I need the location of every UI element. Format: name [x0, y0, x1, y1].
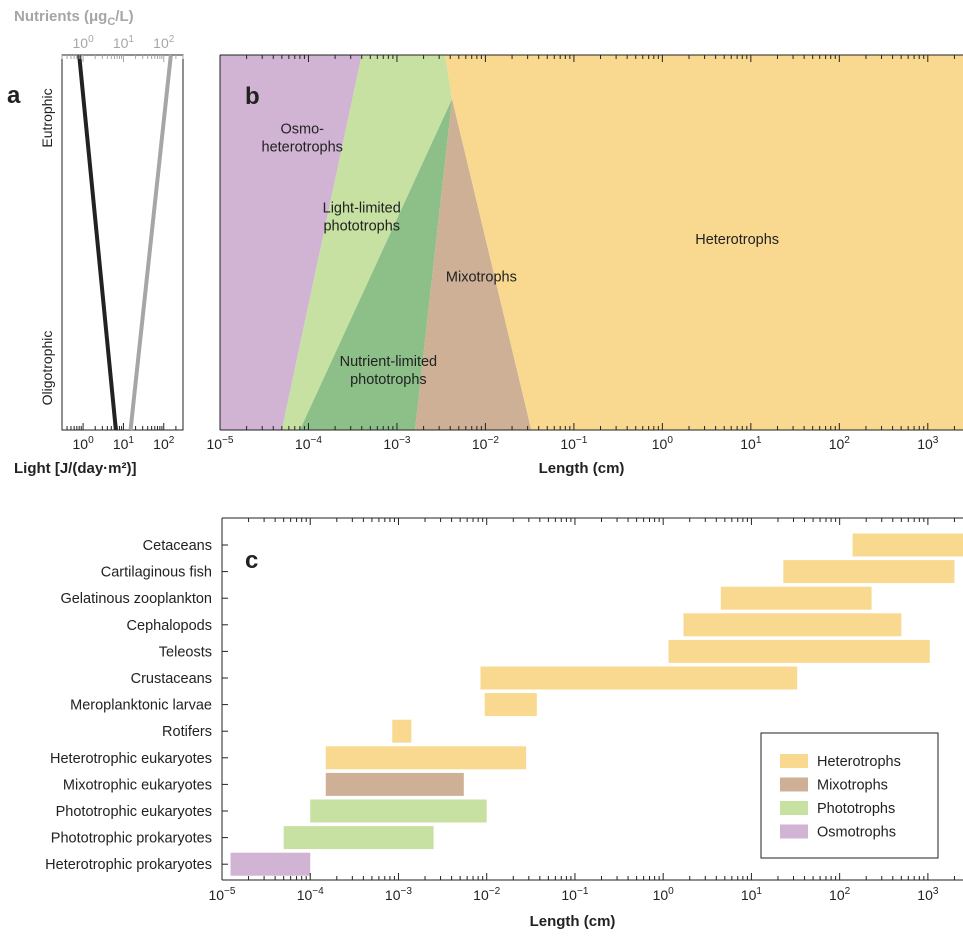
tick-label: 101 [113, 34, 135, 51]
tick-label: 10−1 [561, 886, 588, 903]
tick-label: 10−2 [473, 886, 500, 903]
tick-label: 101 [741, 886, 763, 903]
category-label: Rotifers [162, 724, 212, 740]
region-osmotrophs [220, 55, 362, 430]
tick-label: 101 [113, 435, 135, 452]
range-bar [325, 746, 527, 770]
region-light-limited-phototrophs [281, 55, 453, 430]
range-bar [783, 560, 955, 584]
panel-a: 100 101 102 100 101 102 Nutrients (μgC/L) Light… [7, 8, 184, 477]
legend-swatch [780, 824, 808, 839]
tick-label: 102 [829, 435, 851, 452]
y-category-label: Oligotrophic [39, 331, 55, 406]
category-label: Heterotrophic prokaryotes [45, 857, 212, 873]
category-label: Cetaceans [143, 538, 212, 554]
range-bar [325, 772, 464, 796]
range-bar [683, 613, 902, 637]
tick-label: 10−4 [295, 435, 322, 452]
range-bar [392, 719, 412, 743]
tick-label: 103 [917, 886, 939, 903]
legend: Heterotrophs Mixotrophs Phototrophs Osmotro… [760, 732, 939, 859]
tick-label: 103 [917, 435, 939, 452]
legend-label: Phototrophs [817, 801, 895, 817]
range-bar [283, 826, 434, 850]
tick-label: 100 [652, 435, 674, 452]
tick-label: 10−1 [560, 435, 587, 452]
tick-label: 102 [829, 886, 851, 903]
region-label-light: Light-limited [323, 200, 401, 216]
legend-label: Heterotrophs [817, 754, 901, 770]
range-bar [720, 586, 872, 610]
category-label: Teleosts [159, 644, 212, 660]
legend-swatch [780, 754, 808, 768]
region-label-nutrient: phototrophs [350, 372, 427, 388]
category-label: Cartilaginous fish [101, 565, 212, 581]
category-label: Gelatinous zooplankton [60, 591, 212, 607]
y-category-label: Eutrophic [39, 88, 55, 147]
tick-label: 10−2 [472, 435, 499, 452]
tick-label: 102 [153, 34, 175, 51]
category-label: Phototrophic eukaryotes [56, 804, 212, 820]
category-label: Heterotrophic eukaryotes [50, 751, 212, 767]
legend-swatch [780, 801, 808, 815]
light-line [77, 54, 118, 431]
legend-label: Mixotrophs [817, 778, 888, 794]
tick-label: 100 [72, 435, 94, 452]
category-label: Crustaceans [131, 671, 212, 687]
legend-label: Osmotrophs [817, 825, 896, 841]
tick-label: 10−3 [383, 435, 410, 452]
tick-label: 100 [72, 34, 94, 51]
region-heterotrophs [445, 55, 963, 430]
region-label-osmotrophs: Osmo- [280, 122, 324, 138]
tick-label: 10−5 [206, 435, 233, 452]
tick-label: 10−4 [297, 886, 324, 903]
region-label-nutrient: Nutrient-limited [340, 354, 438, 370]
category-label: Phototrophic prokaryotes [51, 831, 212, 847]
region-nutrient-limited-phototrophs [299, 99, 453, 430]
panel-label: a [7, 82, 21, 109]
panel-label: c [245, 547, 258, 574]
range-bar [668, 639, 930, 663]
range-bar [484, 693, 537, 717]
tick-label: 10−5 [208, 886, 235, 903]
legend-swatch [780, 777, 808, 792]
x-axis-label: Light [J/(day·m²)] [14, 460, 136, 477]
plot-frame [61, 54, 184, 431]
range-bar [310, 799, 487, 823]
region-mixotrophs [415, 99, 532, 430]
top-axis-label: Nutrients (μgC/L) [14, 8, 134, 28]
panel-c: Cetaceans Cartilaginous fish Gelatinous zo… [45, 517, 963, 930]
x-axis-label: Length (cm) [530, 913, 616, 930]
range-bar [852, 533, 963, 557]
region-label-light: phototrophs [323, 218, 400, 234]
nutrient-line [128, 54, 173, 431]
range-bar [480, 666, 798, 690]
category-label: Cephalopods [127, 618, 212, 634]
region-label-mixotrophs: Mixotrophs [446, 269, 517, 285]
tick-label: 10−3 [385, 886, 412, 903]
panel-label: b [245, 83, 260, 110]
range-bar [230, 852, 311, 876]
category-label: Meroplanktonic larvae [70, 698, 212, 714]
region-label-heterotrophs: Heterotrophs [695, 232, 779, 248]
x-axis-label: Length (cm) [539, 460, 625, 477]
category-label: Mixotrophic eukaryotes [63, 777, 212, 793]
tick-label: 101 [740, 435, 762, 452]
tick-label: 102 [153, 435, 175, 452]
region-label-osmotrophs: heterotrophs [262, 140, 343, 156]
tick-label: 100 [653, 886, 675, 903]
panel-b: 10−5 10−4 10−3 10−2 10−1 100 101 102 103 Osmo-het… [206, 54, 963, 477]
